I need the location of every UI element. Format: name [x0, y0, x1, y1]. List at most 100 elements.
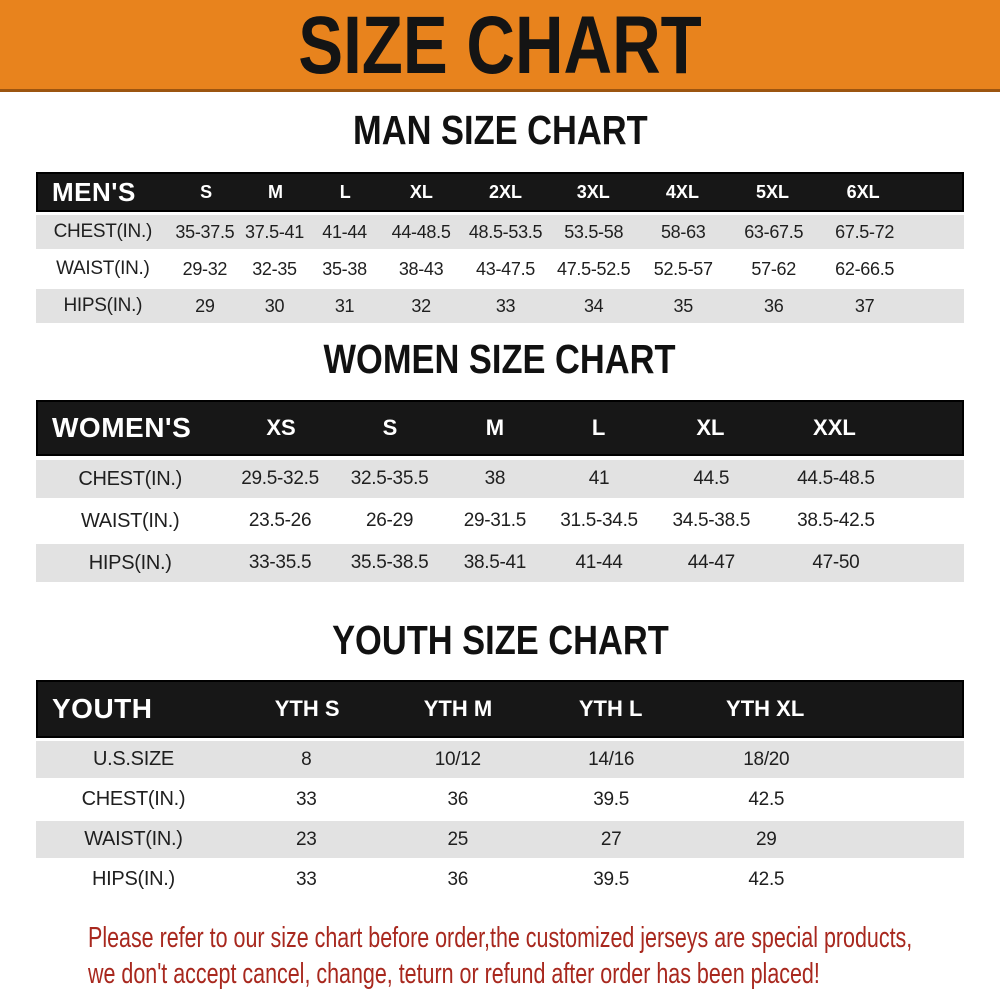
row-label: U.S.SIZE — [92, 748, 174, 770]
women-section-heading: WOMEN SIZE CHART — [36, 337, 964, 381]
size-cell: 38.5-41 — [463, 552, 527, 573]
size-cell: 26-29 — [366, 510, 414, 531]
size-cell: 36 — [763, 295, 784, 316]
size-cell: 29 — [195, 295, 215, 316]
size-cell: 14/16 — [588, 748, 635, 770]
size-cell: 8 — [301, 748, 312, 770]
size-cell: 33 — [296, 788, 317, 810]
youth-section-heading: YOUTH SIZE CHART — [36, 618, 964, 662]
column-header: YTH M — [423, 696, 493, 721]
table-row: HIPS(IN.) 33-35.5 35.5-38.5 38.5-41 41-44 44-… — [36, 544, 964, 582]
column-header: 6XL — [846, 181, 880, 202]
size-cell: 32.5-35.5 — [350, 468, 429, 489]
column-header: YTH S — [274, 696, 340, 721]
column-header: M — [267, 181, 283, 202]
table-header-label: WOMEN'S — [52, 412, 192, 443]
size-cell: 35.5-38.5 — [350, 552, 429, 573]
size-cell: 41-44 — [322, 221, 367, 242]
table-header-row: YOUTH YTH S YTH M YTH L YTH XL — [36, 680, 964, 738]
size-cell: 47-50 — [812, 552, 860, 573]
banner: SIZE CHART — [0, 0, 1000, 92]
size-cell: 34 — [583, 295, 604, 316]
column-header: XXL — [813, 415, 856, 440]
size-cell: 31 — [334, 295, 355, 316]
size-cell: 36 — [447, 788, 469, 810]
disclaimer: Please refer to our size chart before or… — [36, 920, 964, 992]
youth-size-table: YOUTH YTH S YTH M YTH L YTH XL U.S.SIZE 8 10/12… — [36, 680, 964, 898]
column-header: YTH L — [578, 696, 643, 721]
size-cell: 38 — [484, 468, 506, 489]
size-cell: 57-62 — [751, 258, 796, 279]
table-header-row: WOMEN'S XS S M L XL XXL — [36, 400, 964, 456]
youth-section-heading-text: YOUTH SIZE CHART — [331, 617, 669, 663]
column-header: 2XL — [488, 181, 522, 202]
table-row: WAIST(IN.) 29-32 32-35 35-38 38-43 43-47.5 47.… — [36, 252, 964, 286]
size-cell: 44.5-48.5 — [797, 468, 875, 489]
size-cell: 35 — [673, 295, 694, 316]
size-cell: 58-63 — [660, 221, 706, 242]
size-cell: 23 — [296, 828, 317, 850]
size-cell: 37 — [854, 295, 875, 316]
size-cell: 39.5 — [593, 788, 629, 810]
size-cell: 34.5-38.5 — [672, 510, 751, 531]
size-cell: 25 — [447, 828, 469, 850]
column-header: M — [485, 415, 505, 440]
table-row: WAIST(IN.) 23 25 27 29 — [36, 821, 964, 858]
table-row: HIPS(IN.) 29 30 31 32 33 34 35 36 37 — [36, 289, 964, 323]
size-cell: 44-47 — [687, 552, 735, 573]
size-cell: 29 — [756, 828, 777, 850]
row-label: CHEST(IN.) — [53, 221, 153, 242]
womens-size-table: WOMEN'S XS S M L XL XXL CHEST(IN.) 29.5-32.5 32.5… — [36, 400, 964, 582]
size-cell: 29-32 — [182, 258, 228, 279]
banner-title: SIZE CHART — [298, 0, 702, 91]
column-header: L — [339, 181, 351, 202]
row-label: CHEST(IN.) — [78, 467, 183, 490]
size-cell: 41-44 — [575, 552, 623, 573]
column-header: YTH XL — [726, 696, 805, 721]
table-row: U.S.SIZE 8 10/12 14/16 18/20 — [36, 741, 964, 778]
size-cell: 18/20 — [743, 748, 790, 770]
size-cell: 52.5-57 — [653, 258, 713, 279]
size-cell: 38-43 — [398, 258, 444, 279]
column-header: XL — [409, 181, 433, 202]
size-cell: 31.5-34.5 — [560, 510, 638, 531]
row-label: WAIST(IN.) — [84, 828, 183, 850]
table-header-label: MEN'S — [52, 176, 136, 207]
size-cell: 36 — [447, 868, 469, 890]
size-cell: 39.5 — [593, 868, 629, 890]
table-row: HIPS(IN.) 33 36 39.5 42.5 — [36, 861, 964, 898]
size-cell: 42.5 — [748, 788, 785, 810]
size-cell: 32 — [411, 295, 431, 316]
table-header-row: MEN'S S M L XL 2XL 3XL 4XL 5XL 6XL — [36, 172, 964, 212]
column-header: S — [200, 181, 213, 202]
size-cell: 33-35.5 — [248, 552, 312, 573]
size-cell: 33 — [495, 295, 516, 316]
table-row: CHEST(IN.) 35-37.5 37.5-41 41-44 44-48.5 48.5… — [36, 215, 964, 249]
man-section-heading: MAN SIZE CHART — [36, 108, 964, 152]
size-cell: 37.5-41 — [245, 221, 304, 242]
size-cell: 23.5-26 — [248, 510, 312, 531]
disclaimer-line-2: we don't accept cancel, change, teturn o… — [88, 958, 820, 990]
table-row: WAIST(IN.) 23.5-26 26-29 29-31.5 31.5-34.5 34… — [36, 502, 964, 540]
size-cell: 29.5-32.5 — [241, 468, 319, 489]
size-cell: 32-35 — [252, 258, 297, 279]
table-header-label: YOUTH — [52, 693, 153, 724]
disclaimer-line-1: Please refer to our size chart before or… — [88, 922, 913, 954]
row-label: WAIST(IN.) — [56, 258, 150, 279]
women-section-heading-text: WOMEN SIZE CHART — [323, 336, 677, 382]
row-label: HIPS(IN.) — [88, 551, 172, 574]
size-cell: 27 — [600, 828, 622, 850]
size-cell: 53.5-58 — [564, 221, 624, 242]
column-header: 3XL — [576, 181, 610, 202]
size-cell: 63-67.5 — [744, 221, 804, 242]
column-header: XS — [266, 415, 296, 440]
row-label: WAIST(IN.) — [80, 509, 180, 532]
row-label: CHEST(IN.) — [81, 788, 186, 810]
size-cell: 48.5-53.5 — [468, 221, 543, 242]
size-cell: 33 — [296, 868, 317, 890]
size-cell: 67.5-72 — [835, 221, 895, 242]
content: MAN SIZE CHART MEN'S S M L XL 2XL 3XL 4XL 5XL 6XL… — [0, 108, 1000, 992]
mens-size-table: MEN'S S M L XL 2XL 3XL 4XL 5XL 6XL CHEST(IN.) 35-37… — [36, 172, 964, 323]
size-cell: 43-47.5 — [476, 258, 535, 279]
